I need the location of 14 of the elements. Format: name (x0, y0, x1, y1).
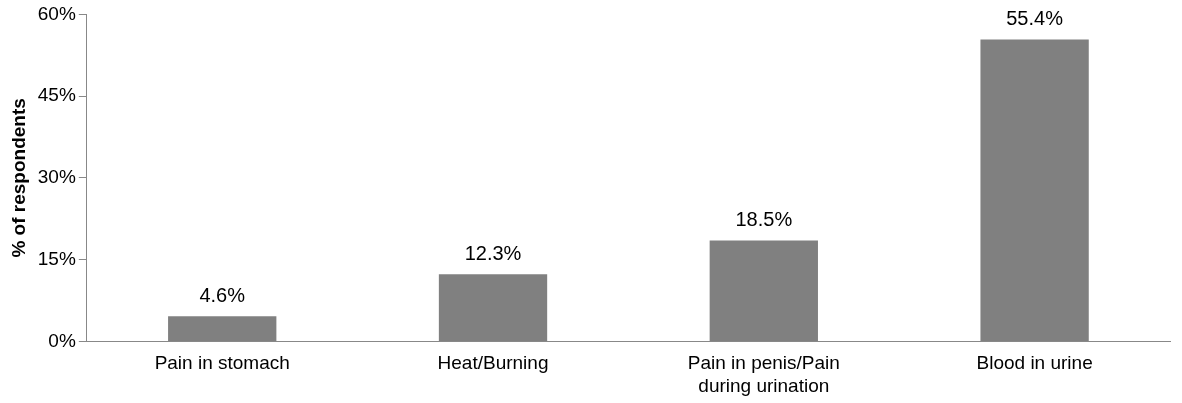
y-tick-label: 45% (37, 84, 76, 106)
x-tick-label: Blood in urine (976, 352, 1093, 374)
data-label: 55.4% (1006, 6, 1064, 29)
y-tick-label: 0% (48, 329, 76, 351)
y-tick-label: 60% (37, 2, 76, 24)
data-label: 4.6% (199, 283, 246, 306)
y-axis-title: % of respondents (7, 98, 29, 258)
x-tick-label: Pain in penis/Pain during urination (687, 352, 840, 396)
data-label: 12.3% (464, 241, 522, 264)
y-tick-label: 15% (37, 247, 76, 269)
x-tick-label: Pain in stomach (154, 352, 290, 374)
y-tick-label: 30% (37, 166, 76, 188)
x-tick-label: Heat/Burning (437, 352, 549, 374)
data-label: 18.5% (735, 208, 793, 231)
